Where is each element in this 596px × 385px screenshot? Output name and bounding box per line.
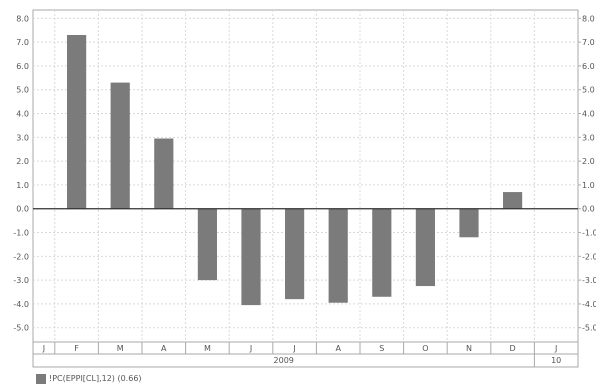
axes: -5.0 -5.0 -4.0 -4.0 -3.0 -3.0 -2.0 -2.0 -1.0 -1.0… xyxy=(13,14,596,368)
y-tick-label-right: -2.0 xyxy=(582,252,596,261)
y-tick-label-right: -5.0 xyxy=(582,324,596,333)
bar xyxy=(241,208,261,306)
y-tick-label-left: 6.0 xyxy=(16,62,29,71)
y-tick-label-right: -3.0 xyxy=(582,276,596,285)
y-tick-label-right: 8.0 xyxy=(582,14,595,23)
y-tick-label-left: -2.0 xyxy=(13,252,29,261)
x-tick-label: O xyxy=(422,344,428,353)
x-tick-label: D xyxy=(510,344,516,353)
y-tick-label-left: -1.0 xyxy=(13,229,29,238)
bar xyxy=(415,208,435,287)
bar xyxy=(110,82,130,209)
x-year-label: 2009 xyxy=(274,356,294,365)
y-tick-label-right: 2.0 xyxy=(582,157,595,166)
bar xyxy=(197,208,217,281)
y-tick-label-left: 4.0 xyxy=(16,110,29,119)
legend: !PC(EPPI[CL],12) (0.66) xyxy=(36,373,142,384)
x-tick-label: M xyxy=(204,344,211,353)
y-tick-label-left: 8.0 xyxy=(16,14,29,23)
x-tick-label: S xyxy=(379,344,384,353)
bars xyxy=(67,34,523,306)
bar xyxy=(503,192,523,209)
y-tick-label-right: 5.0 xyxy=(582,86,595,95)
x-tick-label: J xyxy=(554,344,557,353)
bar xyxy=(459,208,479,238)
y-tick-label-right: 6.0 xyxy=(582,62,595,71)
x-tick-label: J xyxy=(42,344,45,353)
y-tick-label-right: 4.0 xyxy=(582,110,595,119)
y-tick-label-left: -5.0 xyxy=(13,324,29,333)
x-tick-label: F xyxy=(74,344,79,353)
bar xyxy=(372,208,392,297)
y-tick-label-right: -1.0 xyxy=(582,229,596,238)
y-tick-label-left: 3.0 xyxy=(16,133,29,142)
x-tick-label: J xyxy=(292,344,295,353)
y-tick-label-left: 5.0 xyxy=(16,86,29,95)
y-tick-label-left: 1.0 xyxy=(16,181,29,190)
bar xyxy=(67,34,87,209)
y-tick-label-left: -3.0 xyxy=(13,276,29,285)
x-tick-label: N xyxy=(466,344,472,353)
y-tick-label-right: 0.0 xyxy=(582,205,595,214)
y-tick-label-right: 3.0 xyxy=(582,133,595,142)
bar xyxy=(285,208,305,300)
x-year-label: 10 xyxy=(551,356,561,365)
y-tick-label-left: -4.0 xyxy=(13,300,29,309)
legend-label: !PC(EPPI[CL],12) (0.66) xyxy=(49,374,142,383)
y-tick-label-right: 7.0 xyxy=(582,38,595,47)
y-tick-label-right: -4.0 xyxy=(582,300,596,309)
y-tick-label-left: 7.0 xyxy=(16,38,29,47)
x-tick-label: A xyxy=(335,344,341,353)
legend-swatch xyxy=(36,373,46,384)
bar xyxy=(328,208,348,303)
x-tick-label: M xyxy=(117,344,124,353)
y-tick-label-left: 2.0 xyxy=(16,157,29,166)
bar xyxy=(154,138,174,209)
y-tick-label-right: 1.0 xyxy=(582,181,595,190)
y-tick-label-left: 0.0 xyxy=(16,205,29,214)
x-tick-label: A xyxy=(161,344,167,353)
x-tick-label: J xyxy=(249,344,252,353)
